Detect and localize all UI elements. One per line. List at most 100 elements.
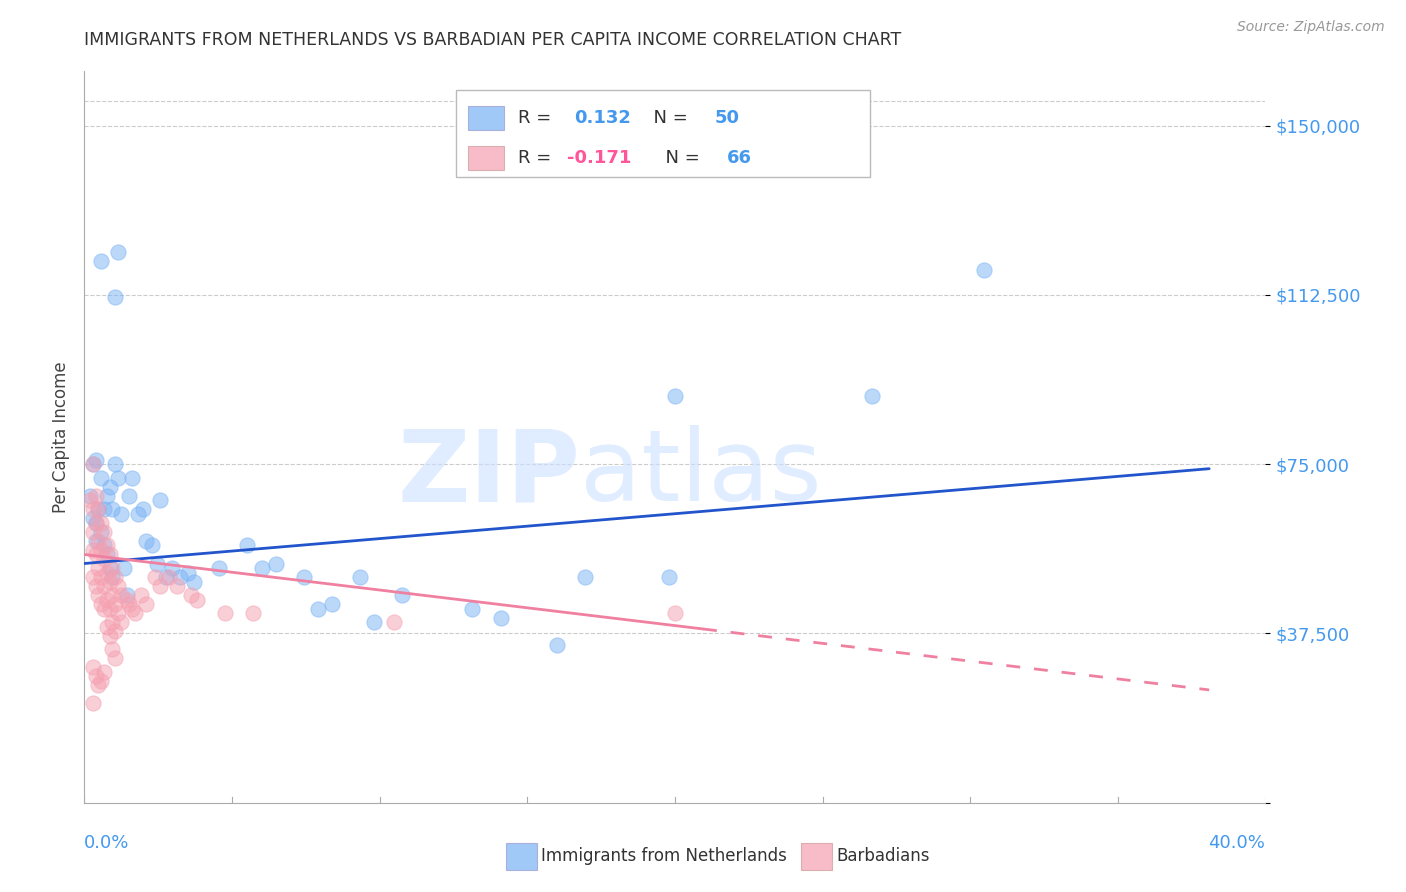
Point bbox=[391, 588, 413, 602]
Point bbox=[90, 673, 112, 688]
Point bbox=[84, 579, 107, 593]
Point bbox=[104, 457, 127, 471]
Text: Barbadians: Barbadians bbox=[837, 847, 931, 865]
Point bbox=[107, 244, 129, 259]
Point bbox=[96, 620, 118, 634]
Point bbox=[82, 697, 104, 711]
Point bbox=[349, 570, 371, 584]
Point bbox=[110, 507, 132, 521]
Point bbox=[104, 290, 127, 304]
Point bbox=[90, 597, 112, 611]
Point bbox=[664, 389, 686, 403]
Point bbox=[96, 538, 118, 552]
Point bbox=[90, 570, 112, 584]
Point bbox=[307, 601, 329, 615]
Point bbox=[87, 561, 110, 575]
Point bbox=[84, 669, 107, 683]
Text: IMMIGRANTS FROM NETHERLANDS VS BARBADIAN PER CAPITA INCOME CORRELATION CHART: IMMIGRANTS FROM NETHERLANDS VS BARBADIAN… bbox=[84, 31, 901, 49]
Point bbox=[96, 566, 118, 580]
Point bbox=[214, 606, 236, 620]
Bar bbox=[468, 146, 503, 170]
Point bbox=[96, 489, 118, 503]
Point bbox=[129, 588, 152, 602]
Point bbox=[93, 601, 115, 615]
Point bbox=[183, 574, 205, 589]
Text: N =: N = bbox=[654, 149, 706, 167]
Point bbox=[141, 538, 163, 552]
Point bbox=[250, 561, 273, 575]
Point bbox=[87, 502, 110, 516]
Point bbox=[84, 548, 107, 562]
Point bbox=[96, 548, 118, 562]
Point bbox=[98, 629, 121, 643]
Point bbox=[82, 524, 104, 539]
Point bbox=[84, 516, 107, 530]
Point bbox=[363, 615, 385, 630]
Point bbox=[104, 597, 127, 611]
Point bbox=[135, 533, 157, 548]
Point bbox=[98, 480, 121, 494]
Point bbox=[93, 552, 115, 566]
Text: 50: 50 bbox=[716, 109, 740, 127]
Point bbox=[90, 516, 112, 530]
Text: 0.0%: 0.0% bbox=[84, 834, 129, 852]
Point bbox=[104, 570, 127, 584]
Point bbox=[121, 471, 143, 485]
Point bbox=[84, 452, 107, 467]
Point bbox=[84, 533, 107, 548]
Point bbox=[90, 543, 112, 558]
Point bbox=[104, 624, 127, 639]
Point bbox=[87, 533, 110, 548]
Point bbox=[101, 642, 124, 657]
Point bbox=[236, 538, 259, 552]
Point bbox=[180, 588, 202, 602]
Point bbox=[90, 254, 112, 268]
Point bbox=[242, 606, 264, 620]
Point bbox=[186, 592, 208, 607]
Point bbox=[90, 524, 112, 539]
Point bbox=[93, 502, 115, 516]
Text: N =: N = bbox=[641, 109, 693, 127]
Point bbox=[127, 507, 149, 521]
Point bbox=[87, 678, 110, 692]
Point bbox=[98, 561, 121, 575]
Point bbox=[93, 579, 115, 593]
Point bbox=[79, 493, 101, 508]
Point bbox=[110, 615, 132, 630]
Point bbox=[177, 566, 200, 580]
Point bbox=[107, 606, 129, 620]
Point bbox=[93, 524, 115, 539]
Point bbox=[149, 493, 172, 508]
Point bbox=[98, 574, 121, 589]
Point bbox=[110, 588, 132, 602]
Text: Source: ZipAtlas.com: Source: ZipAtlas.com bbox=[1237, 20, 1385, 34]
Text: Immigrants from Netherlands: Immigrants from Netherlands bbox=[541, 847, 787, 865]
Point bbox=[169, 570, 191, 584]
Point bbox=[101, 615, 124, 630]
Bar bbox=[468, 105, 503, 130]
Point bbox=[101, 502, 124, 516]
Point bbox=[132, 502, 155, 516]
Text: 66: 66 bbox=[727, 149, 752, 167]
Point bbox=[82, 570, 104, 584]
Point bbox=[79, 489, 101, 503]
Point bbox=[87, 588, 110, 602]
Point bbox=[143, 570, 166, 584]
Point bbox=[155, 570, 177, 584]
Point bbox=[658, 570, 681, 584]
Point bbox=[82, 543, 104, 558]
Point bbox=[124, 606, 146, 620]
Point bbox=[973, 263, 995, 277]
Point bbox=[93, 665, 115, 679]
Text: -0.171: -0.171 bbox=[568, 149, 631, 167]
Text: atlas: atlas bbox=[581, 425, 823, 522]
Point bbox=[101, 570, 124, 584]
Point bbox=[82, 457, 104, 471]
Text: R =: R = bbox=[517, 109, 557, 127]
Point bbox=[82, 457, 104, 471]
Point bbox=[93, 538, 115, 552]
Point bbox=[101, 588, 124, 602]
Point bbox=[90, 471, 112, 485]
Y-axis label: Per Capita Income: Per Capita Income bbox=[52, 361, 70, 513]
Point bbox=[84, 489, 107, 503]
